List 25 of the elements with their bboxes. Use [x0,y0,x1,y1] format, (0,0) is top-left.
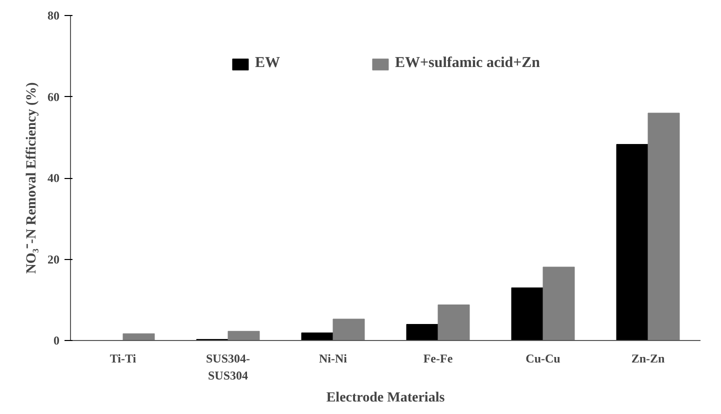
legend-label: EW [254,55,280,72]
bar [616,144,648,340]
y-tick-label: 40 [48,171,60,185]
bar [228,330,260,340]
y-tick-label: 60 [48,90,60,104]
bar [648,112,680,340]
x-tick-label: Cu-Cu [526,352,561,366]
bar [406,324,438,340]
bar [332,318,365,340]
y-tick-label: 80 [48,8,60,22]
bar [542,266,575,340]
x-axis-title: Electrode Materials [326,390,446,406]
x-tick-label: Fe-Fe [423,352,454,366]
y-axis-title: NO₃⁻-N Removal Efficiency (%) [24,82,40,274]
x-tick-label: Ti-Ti [110,352,137,366]
x-tick-label: Ni-Ni [319,352,348,366]
bar [122,333,155,340]
bar [438,304,470,340]
y-tick-label: 20 [48,252,60,266]
x-tick-label: SUS304- SUS304 [206,352,250,382]
y-tick-label: 0 [54,334,60,348]
x-tick-label: Zn-Zn [631,352,665,366]
legend-label: EW+sulfamic acid+Zn [394,55,540,72]
bar [511,287,544,340]
bar [301,332,334,340]
